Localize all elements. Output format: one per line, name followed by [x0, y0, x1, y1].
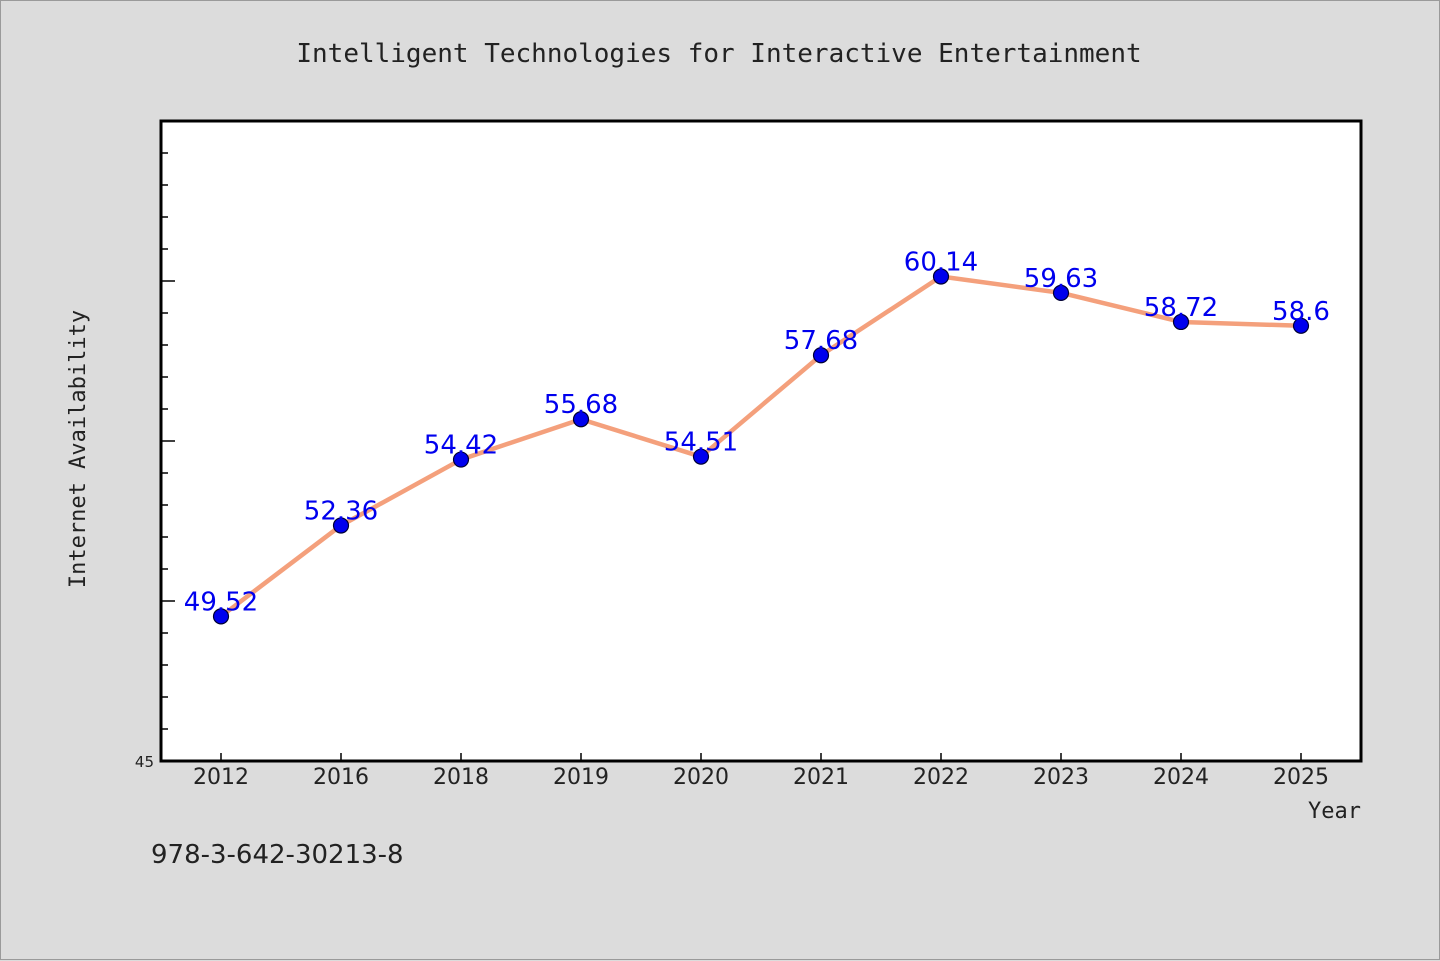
data-point — [452, 451, 470, 468]
plot-area — [159, 119, 1363, 763]
footnote-isbn: 978-3-642-30213-8 — [151, 840, 404, 870]
data-label: 59.63 — [1024, 264, 1098, 294]
y-axis-ticks — [161, 152, 175, 730]
y-axis-title: Internet Availability — [66, 310, 91, 588]
data-label: 54.42 — [424, 431, 498, 461]
chart-title: Intelligent Technologies for Interactive… — [296, 39, 1141, 69]
data-point — [932, 268, 950, 285]
data-label: 49.52 — [184, 587, 258, 617]
series-line — [218, 274, 1304, 619]
x-tick-label: 2016 — [313, 765, 369, 790]
data-label: 55.68 — [544, 390, 618, 420]
x-tick-label: 2022 — [913, 765, 969, 790]
y-tick-label: 45 — [135, 753, 154, 771]
data-point — [1172, 313, 1190, 331]
data-label: 57.68 — [784, 326, 858, 356]
series-layer: 49.52 52.36 54.42 55.68 54.51 57.68 60.14 59.63… — [184, 248, 1330, 625]
x-tick-label: 2023 — [1033, 765, 1089, 790]
data-point — [332, 517, 350, 534]
data-point — [1052, 284, 1070, 301]
data-label: 58.72 — [1144, 293, 1218, 323]
x-tick-label: 2024 — [1153, 765, 1209, 790]
data-point — [692, 448, 710, 465]
x-tick-label: 2019 — [553, 765, 609, 790]
data-point — [1292, 317, 1310, 334]
data-point — [572, 411, 590, 428]
data-label: 52.36 — [304, 496, 378, 526]
data-label: 54.51 — [664, 428, 738, 458]
x-tick-label: 2018 — [433, 765, 489, 790]
x-axis-title: Year — [1308, 799, 1361, 824]
x-tick-label: 2021 — [793, 765, 849, 790]
x-axis-ticks: 2012 2016 2018 2019 2020 2021 2022 2023 2024 2025 — [193, 753, 1329, 790]
x-tick-label: 2020 — [673, 765, 729, 790]
data-point — [212, 608, 230, 625]
x-tick-label: 2025 — [1273, 765, 1329, 790]
data-label: 60.14 — [904, 248, 978, 278]
data-point — [812, 347, 830, 364]
x-tick-label: 2012 — [193, 765, 249, 790]
data-label: 58.6 — [1272, 297, 1330, 327]
